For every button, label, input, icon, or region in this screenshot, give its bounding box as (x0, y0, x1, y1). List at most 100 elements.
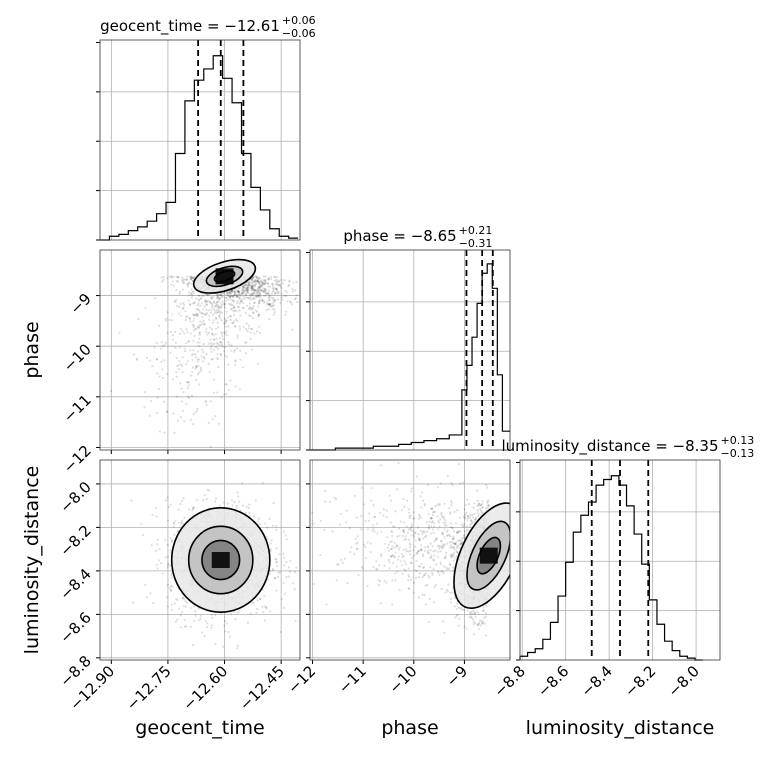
scatter-point (174, 300, 177, 303)
scatter-point (426, 584, 429, 587)
scatter-point (281, 298, 284, 302)
scatter-point (476, 623, 479, 626)
scatter-point (187, 395, 190, 398)
scatter-point (250, 287, 253, 290)
scatter-point (191, 506, 195, 510)
scatter-point (212, 295, 215, 298)
scatter-point (226, 622, 229, 625)
scatter-point (253, 292, 256, 295)
scatter-point (262, 291, 265, 294)
scatter-point (196, 350, 200, 353)
scatter-point (229, 307, 233, 310)
scatter-point (366, 584, 369, 588)
scatter-point (150, 544, 153, 547)
scatter-point (177, 367, 181, 371)
scatter-point (184, 625, 187, 628)
scatter-point (186, 360, 189, 363)
scatter-point (224, 630, 227, 633)
scatter-point (251, 287, 254, 290)
scatter-point (463, 522, 466, 526)
scatter-point (425, 520, 428, 524)
scatter-point (169, 589, 173, 592)
contour-line (466, 520, 510, 591)
scatter-point (224, 325, 227, 328)
scatter-point (245, 289, 248, 292)
scatter-point (276, 298, 280, 301)
scatter-point (251, 316, 255, 320)
scatter-point (268, 517, 271, 521)
scatter-point (419, 548, 422, 551)
scatter-point (430, 554, 433, 557)
scatter-point (177, 276, 180, 279)
scatter-point (484, 634, 488, 637)
contour-line (213, 270, 236, 283)
scatter-point (176, 618, 179, 621)
scatter-point (254, 283, 257, 286)
hist-panel-luminosity_distance (516, 459, 721, 661)
scatter-point (212, 333, 215, 336)
scatter-point (267, 289, 270, 292)
scatter-point (257, 290, 260, 293)
scatter-point (251, 298, 254, 301)
scatter-point (442, 522, 445, 525)
scatter-point (208, 314, 211, 317)
scatter-point (181, 370, 184, 373)
scatter-point (224, 346, 227, 349)
scatter-point (211, 303, 214, 306)
scatter-point (230, 289, 234, 292)
scatter-point (254, 292, 258, 295)
scatter-point (459, 543, 462, 546)
scatter-point (409, 527, 412, 530)
scatter-point (206, 622, 209, 625)
scatter-point (191, 277, 194, 280)
scatter-point (469, 613, 472, 616)
scatter-point (156, 372, 159, 375)
scatter-point (428, 597, 431, 601)
x-tick-label-luminosity_distance: −8.6 (534, 662, 572, 700)
scatter-point (436, 544, 439, 548)
scatter-point (268, 302, 271, 305)
scatter-point (158, 548, 161, 551)
scatter-point (263, 289, 266, 292)
scatter-point (353, 494, 357, 497)
scatter-point (417, 533, 420, 536)
panel-frame (309, 249, 511, 451)
scatter-point (393, 525, 396, 528)
scatter-point (271, 283, 274, 286)
scatter-point (257, 313, 260, 316)
scatter-point (463, 517, 467, 520)
scatter-point (390, 555, 393, 558)
scatter-point (487, 499, 490, 502)
scatter-point (341, 561, 344, 564)
scatter-point (452, 559, 455, 562)
scatter-point (393, 541, 396, 544)
scatter-point (258, 295, 261, 298)
scatter-point (458, 546, 461, 549)
scatter-point (246, 287, 249, 290)
scatter-point (197, 294, 200, 297)
scatter-point (372, 565, 375, 569)
scatter-point (409, 578, 413, 581)
scatter-point (261, 284, 264, 287)
scatter-point (192, 477, 194, 479)
scatter-point (216, 347, 220, 350)
scatter-point (445, 566, 448, 569)
scatter-point (403, 538, 406, 541)
scatter-point (181, 280, 185, 283)
panel-frame (99, 459, 301, 661)
scatter-point (258, 287, 261, 291)
scatter-point (206, 626, 209, 629)
scatter-point (253, 284, 256, 287)
scatter-point (271, 307, 274, 310)
x-tick-label-luminosity_distance: −8.8 (491, 662, 529, 700)
scatter-point (258, 301, 261, 305)
scatter-point (229, 302, 233, 305)
scatter-point (187, 299, 190, 302)
scatter-point (206, 300, 209, 303)
scatter-point (268, 318, 271, 321)
scatter-point (202, 356, 205, 359)
scatter-point (214, 302, 218, 305)
scatter-point (205, 400, 208, 403)
scatter-point (417, 576, 421, 579)
scatter-point (220, 332, 224, 336)
